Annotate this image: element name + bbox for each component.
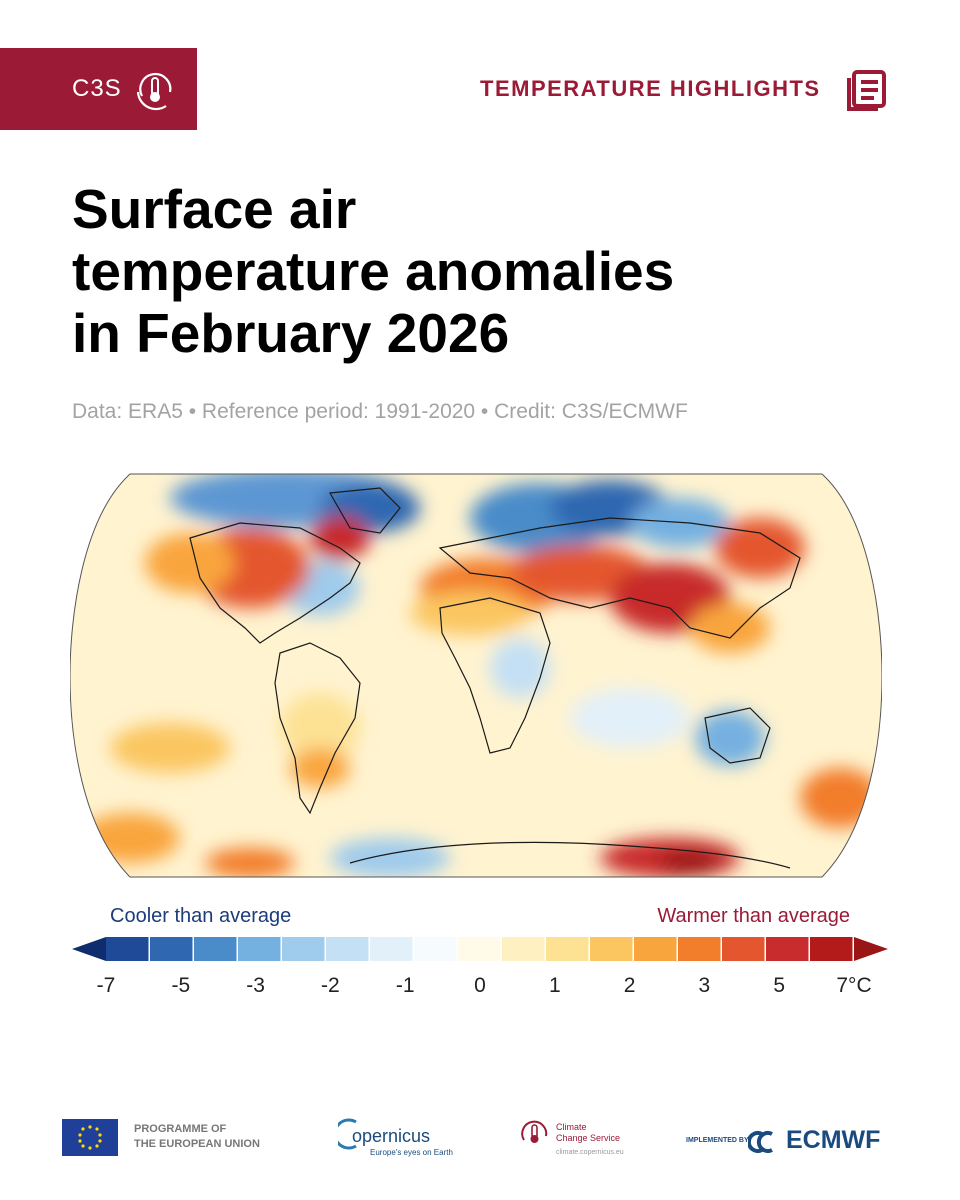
- ccs-line-2: Change Service: [556, 1133, 621, 1143]
- section-label: TEMPERATURE HIGHLIGHTS: [480, 76, 821, 101]
- warmer-label: Warmer than average: [657, 905, 850, 927]
- scale-tick-label: -3: [246, 974, 265, 997]
- c3s-badge-text: C3S: [72, 75, 122, 102]
- scale-segment: [150, 937, 193, 961]
- ecmwf-name: ECMWF: [786, 1126, 881, 1154]
- page-title: Surface air temperature anomalies in Feb…: [72, 178, 892, 364]
- copernicus-logo-icon: [338, 1118, 357, 1150]
- map-frame: [69, 473, 883, 878]
- scale-segment: [678, 937, 721, 961]
- scale-tick-label: 2: [623, 974, 636, 997]
- title-line-2: temperature anomalies: [72, 240, 675, 302]
- scale-tick-label: -5: [171, 974, 191, 997]
- anomaly-field: [70, 474, 882, 877]
- scale-segment: [414, 937, 457, 961]
- scale-segment: [106, 937, 149, 961]
- scale-segment: [722, 937, 765, 961]
- c3s-thermometer-logo-icon: [136, 72, 172, 111]
- scale-segment: [326, 937, 369, 961]
- scale-arrow-min: [72, 937, 106, 961]
- scale-segment: [370, 937, 413, 961]
- world-map-svg: [69, 473, 883, 878]
- eu-flag-icon: [62, 1119, 118, 1156]
- scale-segment: [458, 937, 501, 961]
- title-line-1: Surface air: [72, 178, 357, 240]
- ccs-line-1: Climate: [556, 1122, 587, 1132]
- coastlines: [189, 487, 801, 869]
- scale-tick-label: 0: [474, 974, 486, 997]
- data-credit-subtitle: Data: ERA5 • Reference period: 1991-2020…: [72, 400, 688, 423]
- copernicus-tagline: Europe's eyes on Earth: [370, 1148, 453, 1157]
- scale-tick-label: 7°C: [836, 974, 872, 997]
- scale-tick-label: 3: [698, 974, 711, 997]
- scale-segment: [766, 937, 809, 961]
- scale-arrow-max: [854, 937, 888, 961]
- c3s-badge: C3S: [0, 48, 197, 130]
- scale-segment: [546, 937, 589, 961]
- ccs-name: Climate Change Service: [556, 1122, 620, 1144]
- ecmwf-logo-icon: [748, 1131, 773, 1153]
- anomaly-map: [69, 468, 883, 883]
- scale-segment: [634, 937, 677, 961]
- climate-change-service-logo-icon: [521, 1120, 548, 1143]
- scale-tick-label: 1: [548, 974, 561, 997]
- title-line-3: in February 2026: [72, 302, 510, 364]
- scale-segment: [590, 937, 633, 961]
- scale-tick-label: -7: [96, 974, 116, 997]
- eu-line-1: PROGRAMME OF: [134, 1123, 227, 1135]
- scale-segment: [282, 937, 325, 961]
- scale-segment: [810, 937, 853, 961]
- scale-segment: [194, 937, 237, 961]
- copernicus-name: opernicus: [352, 1126, 431, 1146]
- scale-tick-label: 5: [773, 974, 786, 997]
- scale-tick-label: -1: [395, 974, 415, 997]
- eu-line-2: THE EUROPEAN UNION: [134, 1138, 260, 1150]
- color-scale-bar: [72, 937, 888, 961]
- scale-segment: [238, 937, 281, 961]
- eu-programme-text: PROGRAMME OF THE EUROPEAN UNION: [134, 1122, 260, 1152]
- footer-logos: PROGRAMME OF THE EUROPEAN UNION opernicu…: [0, 1110, 960, 1170]
- scale-tick-label: -2: [321, 974, 340, 997]
- ccs-url: climate.copernicus.eu: [556, 1149, 624, 1156]
- scale-segment: [502, 937, 545, 961]
- cooler-label: Cooler than average: [110, 905, 292, 927]
- document-list-icon: [847, 70, 886, 111]
- implemented-by-label: IMPLEMENTED BY: [686, 1137, 749, 1144]
